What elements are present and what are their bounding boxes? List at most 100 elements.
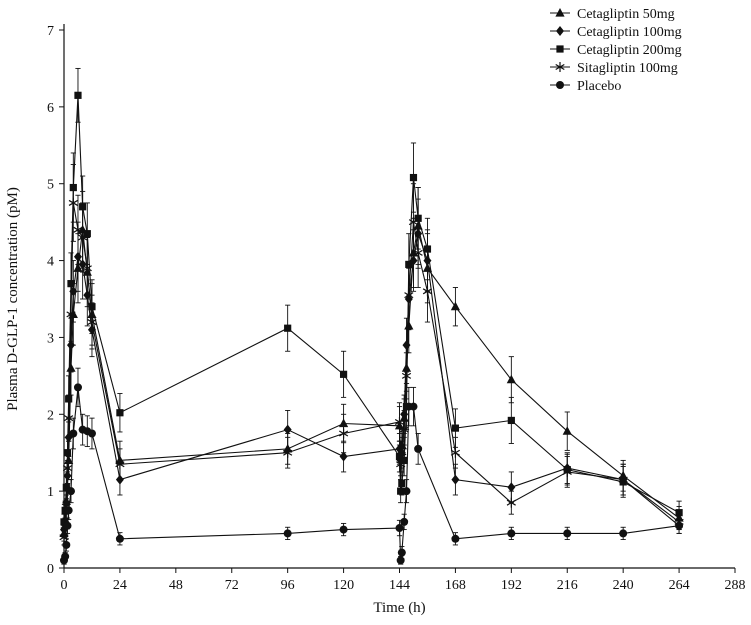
circle-marker bbox=[507, 529, 516, 538]
legend-label: Cetagliptin 100mg bbox=[577, 25, 682, 40]
x-tick-label: 264 bbox=[669, 578, 690, 593]
y-axis-label: Plasma D-GLP-1 concentration (pM) bbox=[5, 187, 21, 411]
asterisk-marker bbox=[115, 461, 125, 468]
asterisk-marker bbox=[397, 453, 407, 460]
asterisk-marker bbox=[66, 311, 76, 318]
y-tick-label: 0 bbox=[47, 562, 54, 577]
square-marker bbox=[62, 483, 70, 491]
y-tick-label: 6 bbox=[47, 101, 54, 116]
asterisk-marker bbox=[64, 415, 74, 422]
square-marker bbox=[74, 91, 82, 99]
x-tick-label: 288 bbox=[725, 578, 746, 593]
y-tick-label: 3 bbox=[47, 331, 54, 346]
legend-label: Sitagliptin 100mg bbox=[577, 61, 678, 76]
x-tick-label: 144 bbox=[389, 578, 410, 593]
square-marker bbox=[423, 245, 432, 253]
triangle-marker bbox=[506, 374, 516, 384]
square-marker bbox=[451, 424, 460, 432]
triangle-marker bbox=[64, 455, 74, 464]
axes: 0 24 48 72 96 120 144 168 192 216 240 264 288 0 1 2 3 4 5 6… bbox=[5, 24, 746, 616]
y-tick-label: 4 bbox=[47, 255, 54, 270]
asterisk-marker bbox=[396, 461, 406, 468]
asterisk-marker bbox=[82, 265, 92, 272]
circle-marker bbox=[395, 524, 404, 533]
x-tick-label: 72 bbox=[225, 578, 239, 593]
y-tick-label: 5 bbox=[47, 178, 54, 193]
x-tick-label: 120 bbox=[333, 578, 354, 593]
asterisk-marker bbox=[73, 226, 83, 233]
diamond-marker bbox=[507, 482, 516, 493]
circle-marker bbox=[66, 487, 75, 496]
circle-marker bbox=[451, 534, 460, 543]
x-tick-label: 240 bbox=[613, 578, 634, 593]
diamond-marker bbox=[451, 474, 460, 485]
triangle-marker bbox=[562, 426, 572, 435]
x-axis-label: Time (h) bbox=[373, 600, 425, 616]
diamond-marker bbox=[556, 26, 564, 36]
series-cetagliptin-200mg bbox=[60, 67, 683, 531]
legend-item: Placebo bbox=[550, 79, 621, 94]
asterisk-marker bbox=[506, 499, 516, 506]
legend-item: Cetagliptin 100mg bbox=[550, 25, 682, 40]
circle-marker bbox=[675, 521, 684, 530]
x-tick-label: 0 bbox=[61, 578, 68, 593]
x-tick-label: 48 bbox=[169, 578, 183, 593]
asterisk-marker bbox=[413, 249, 423, 256]
square-marker bbox=[395, 452, 404, 461]
circle-marker bbox=[396, 556, 405, 565]
circle-marker bbox=[400, 517, 409, 526]
series-cetagliptin-100mg bbox=[60, 198, 684, 538]
y-tick-label: 1 bbox=[47, 485, 54, 500]
square-marker bbox=[556, 45, 564, 53]
square-marker bbox=[398, 479, 406, 488]
square-marker bbox=[83, 230, 91, 238]
legend-item: Cetagliptin 50mg bbox=[550, 7, 675, 22]
asterisk-marker bbox=[68, 199, 78, 206]
diamond-marker bbox=[402, 340, 411, 351]
square-marker bbox=[397, 487, 405, 495]
legend-label: Cetagliptin 200mg bbox=[577, 43, 682, 58]
square-marker bbox=[339, 370, 348, 378]
circle-marker bbox=[402, 487, 411, 496]
asterisk-marker bbox=[401, 372, 412, 379]
circle-marker bbox=[339, 525, 348, 534]
circle-marker bbox=[61, 552, 70, 561]
x-tick-label: 216 bbox=[557, 578, 578, 593]
circle-marker bbox=[64, 506, 73, 515]
circle-marker bbox=[69, 429, 78, 438]
y-tick-label: 7 bbox=[47, 24, 54, 39]
diamond-marker bbox=[283, 424, 292, 435]
asterisk-marker bbox=[399, 426, 409, 433]
square-marker bbox=[507, 416, 515, 425]
circle-marker bbox=[87, 429, 96, 438]
asterisk-marker bbox=[562, 468, 572, 475]
circle-marker bbox=[283, 529, 292, 538]
legend: Cetagliptin 50mg Cetagliptin 100mg Cetagli… bbox=[550, 7, 682, 94]
diamond-marker bbox=[339, 451, 348, 462]
x-tick-label: 192 bbox=[501, 578, 522, 593]
circle-marker bbox=[409, 402, 418, 411]
triangle-marker bbox=[450, 301, 461, 311]
asterisk-marker bbox=[283, 449, 293, 456]
asterisk-marker bbox=[422, 288, 433, 295]
asterisk-marker bbox=[62, 465, 73, 472]
circle-marker bbox=[73, 383, 82, 392]
asterisk-marker bbox=[338, 430, 349, 437]
x-tick-label: 96 bbox=[281, 578, 295, 593]
asterisk-marker bbox=[394, 418, 405, 425]
circle-marker bbox=[62, 540, 71, 549]
circle-marker bbox=[414, 444, 423, 453]
circle-marker bbox=[563, 529, 572, 538]
legend-item: Cetagliptin 200mg bbox=[550, 43, 682, 58]
asterisk-marker bbox=[618, 476, 628, 483]
square-marker bbox=[284, 324, 292, 332]
y-tick-label: 2 bbox=[47, 408, 54, 423]
series-sitagliptin-100mg bbox=[59, 164, 684, 546]
square-marker bbox=[60, 518, 68, 526]
asterisk-marker bbox=[555, 63, 565, 71]
asterisk-marker bbox=[87, 319, 97, 326]
circle-marker bbox=[115, 534, 124, 543]
asterisk-marker bbox=[450, 449, 461, 456]
circle-marker bbox=[556, 81, 564, 89]
